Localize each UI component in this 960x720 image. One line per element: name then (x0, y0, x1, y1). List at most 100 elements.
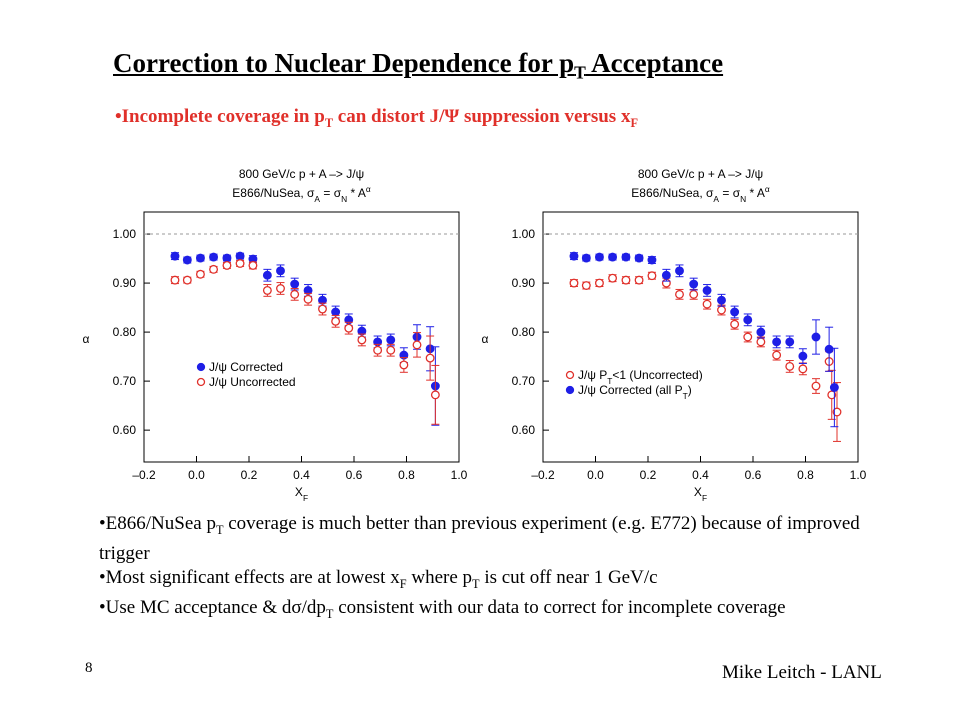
text-segment: T (325, 606, 334, 621)
data-point (772, 337, 782, 347)
text-segment: T (683, 391, 688, 401)
data-point (318, 304, 327, 314)
text-segment: A (314, 194, 320, 204)
data-point (832, 407, 842, 417)
bullet: •E866/NuSea pT coverage is much better t… (99, 512, 889, 566)
data-point (798, 351, 808, 361)
legend-label: J/ψ Uncorrected (209, 375, 296, 389)
data-point (222, 253, 232, 263)
data-point (702, 299, 712, 309)
text-segment: F (399, 576, 407, 591)
data-point (170, 275, 180, 285)
text-segment: T (324, 115, 334, 130)
slide-subtitle: •Incomplete coverage in pT can distort J… (115, 106, 638, 131)
text-segment: ) (688, 383, 692, 397)
text-segment: = σ (320, 186, 342, 200)
data-point (608, 252, 618, 262)
legend-label: J/ψ Corrected (209, 360, 283, 374)
text-segment: T (607, 376, 612, 386)
y-tick-label: 0.60 (512, 423, 536, 437)
text-segment: N (740, 194, 746, 204)
data-point (182, 255, 192, 265)
y-tick-label: 1.00 (113, 227, 137, 241)
text-segment: can distort J/Ψ suppression versus x (333, 106, 631, 127)
x-tick-label: 0.8 (398, 468, 415, 482)
text-segment: α (366, 184, 371, 194)
page-number: 8 (85, 660, 93, 676)
data-point (357, 335, 367, 345)
x-tick-label: 1.0 (850, 468, 867, 482)
data-point (303, 294, 313, 304)
text-segment: X (295, 485, 303, 499)
x-tick-label: –0.2 (132, 468, 156, 482)
text-segment: * A (347, 186, 366, 200)
bullet: •Use MC acceptance & dσ/dpT consistent w… (99, 596, 889, 626)
text-segment: X (694, 485, 702, 499)
data-point (785, 337, 795, 347)
data-point (331, 316, 341, 326)
text-segment: F (303, 493, 308, 503)
data-point (373, 345, 383, 355)
legend-label: J/ψ Corrected (all PT) (578, 383, 692, 401)
data-point (661, 270, 671, 280)
x-tick-label: 0.2 (241, 468, 258, 482)
text-segment: E866/NuSea, σ (232, 186, 315, 200)
text-segment: <1 (Uncorrected) (612, 368, 702, 382)
bullet-list: •E866/NuSea pT coverage is much better t… (99, 512, 889, 625)
data-point (675, 289, 684, 299)
text-segment: E866/NuSea, σ (631, 186, 714, 200)
chart-title: 800 GeV/c p + A –> J/ψ (638, 167, 763, 181)
data-point (675, 266, 684, 276)
data-point (689, 279, 699, 289)
text-segment: * A (746, 186, 765, 200)
data-point (798, 364, 808, 374)
x-tick-label: 0.4 (692, 468, 709, 482)
text-segment: is cut off near 1 GeV/c (479, 566, 658, 588)
y-tick-label: 0.90 (113, 276, 137, 290)
x-tick-label: 0.8 (797, 468, 814, 482)
data-point (425, 353, 435, 363)
legend-marker (565, 370, 575, 380)
legend-marker (196, 377, 206, 387)
chart-title: 800 GeV/c p + A –> J/ψ (239, 167, 364, 181)
data-point (262, 270, 272, 280)
text-segment: •Most significant effects are at lowest … (99, 566, 400, 588)
chart-subtitle: E866/NuSea, σA = σN * Aα (232, 184, 371, 204)
text-segment: α (765, 184, 770, 194)
data-point (689, 289, 699, 299)
text-segment: J/ψ P (578, 368, 607, 382)
data-point (262, 285, 272, 295)
text-segment: •Incomplete coverage in p (115, 106, 325, 127)
data-point (248, 260, 258, 270)
x-tick-label: 0.2 (640, 468, 657, 482)
data-point (581, 281, 591, 290)
x-tick-label: 0.6 (745, 468, 762, 482)
x-tick-label: 0.0 (188, 468, 205, 482)
data-point (209, 252, 219, 262)
data-point (702, 285, 712, 295)
data-point (569, 278, 579, 288)
data-point (195, 269, 205, 279)
y-tick-label: 1.00 (512, 227, 536, 241)
data-point (209, 264, 219, 274)
y-tick-label: 0.80 (512, 325, 536, 339)
text-segment: T (574, 62, 586, 83)
data-point (647, 255, 657, 265)
x-axis-label: XF (694, 485, 707, 503)
data-point (717, 295, 726, 305)
data-point (772, 350, 782, 360)
x-tick-label: 1.0 (451, 468, 468, 482)
data-point (290, 279, 300, 289)
data-point (829, 383, 839, 392)
bullet: •Most significant effects are at lowest … (99, 566, 889, 596)
data-point (811, 332, 821, 342)
x-tick-label: 0.4 (293, 468, 310, 482)
data-point (621, 275, 631, 285)
text-segment: Acceptance (585, 48, 724, 78)
data-point (222, 260, 232, 270)
data-point (235, 251, 245, 261)
data-point (412, 340, 422, 350)
data-point (743, 315, 753, 325)
text-segment: T (472, 576, 480, 591)
text-segment: J/ψ Corrected (all P (578, 383, 683, 397)
